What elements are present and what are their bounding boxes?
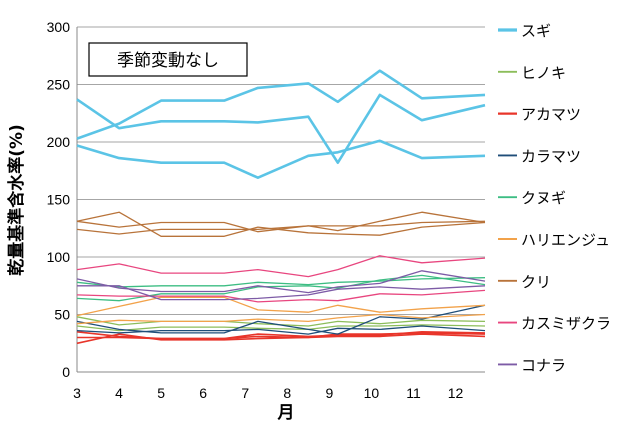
series-8-line-1: [76, 255, 486, 278]
series-4-line-2: [76, 325, 486, 335]
legend-label: クリ: [521, 273, 551, 291]
legend-item: アカマツ: [498, 106, 581, 124]
series-1: [76, 69, 486, 179]
legend-label: コナラ: [521, 356, 566, 374]
series-7: [76, 211, 486, 237]
series-7-line-2: [76, 211, 486, 235]
legend-item: カラマツ: [498, 147, 581, 165]
annotation-border: [88, 42, 248, 77]
x-tick-label: 11: [406, 385, 421, 401]
y-tick-labels: 0 50 100 150 200 250 300: [47, 19, 71, 380]
legend-label: ヒノキ: [521, 64, 566, 82]
annotation-box: 季節変動なし: [88, 42, 248, 77]
series-8: [76, 255, 486, 303]
series-1-line-3: [76, 139, 486, 179]
x-tick-label: 10: [364, 385, 380, 401]
annotation-text: 季節変動なし: [117, 51, 219, 71]
legend-item: ヒノキ: [498, 64, 566, 82]
series-9: [76, 270, 486, 301]
legend-label: カラマツ: [521, 147, 581, 165]
series-4: [76, 304, 486, 335]
legend-item: コナラ: [498, 356, 566, 374]
x-tick-label: 6: [199, 385, 207, 401]
series-3: [76, 330, 486, 345]
series-6-line-2: [76, 313, 486, 325]
series-7-line-3: [76, 220, 486, 233]
legend-item: スギ: [498, 22, 551, 40]
series-5-line-1: [76, 277, 486, 288]
legend-label: ハリエンジュ: [521, 231, 610, 249]
x-tick-label: 5: [157, 385, 165, 401]
y-tick-label: 300: [47, 19, 71, 35]
x-tick-labels: 3 4 5 6 7 8 9 10 11 12: [73, 385, 463, 401]
legend-item: クリ: [498, 273, 551, 291]
x-tick-label: 12: [448, 385, 464, 401]
series-3-line-3: [76, 331, 486, 340]
x-tick-label: 3: [73, 385, 81, 401]
legend-label: アカマツ: [521, 106, 581, 124]
legend-item: クヌギ: [498, 189, 566, 207]
series-8-line-2: [76, 289, 486, 303]
gridlines: [77, 26, 485, 315]
series-1-line-1: [76, 93, 486, 164]
x-tick-label: 4: [115, 385, 123, 401]
y-axis-title: 乾量基準含水率(%): [6, 124, 27, 276]
series-6-line-1: [76, 296, 486, 317]
series-6: [76, 296, 486, 325]
series-2-line-2: [76, 324, 486, 332]
legend-item: ハリエンジュ: [498, 231, 610, 249]
y-tick-label: 200: [47, 134, 71, 150]
y-tick-label: 250: [47, 77, 71, 93]
x-axis-title: 月: [277, 403, 295, 423]
plot-area: [76, 26, 486, 373]
y-tick-label: 50: [54, 307, 70, 323]
x-tick-label: 7: [241, 385, 249, 401]
series-9-line-1: [76, 270, 486, 294]
x-tick-label: 9: [325, 385, 333, 401]
legend-label: スギ: [521, 22, 551, 40]
legend-label: カスミザクラ: [521, 315, 611, 333]
series-layer: [76, 69, 486, 345]
x-tick-label: 8: [283, 385, 291, 401]
series-1-line-2: [76, 69, 486, 140]
y-tick-label: 0: [62, 364, 70, 380]
y-tick-label: 150: [47, 192, 71, 208]
legend-item: カスミザクラ: [498, 315, 611, 333]
y-tick-label: 100: [47, 249, 71, 265]
series-9-line-2: [77, 285, 486, 301]
legend-label: クヌギ: [521, 189, 566, 207]
